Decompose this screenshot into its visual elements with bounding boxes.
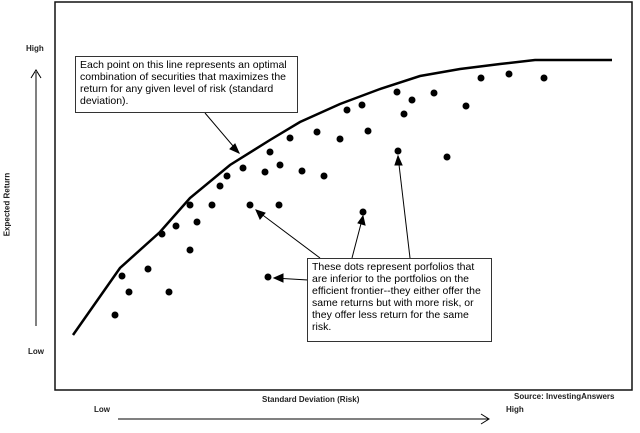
portfolio-dot [443, 153, 451, 161]
inferior-dots-annotation-box: These dots represent porfolios that are … [307, 258, 492, 342]
portfolio-dot [477, 74, 485, 82]
y-axis-title: Expected Return [2, 172, 12, 237]
portfolio-dot [144, 265, 152, 273]
portfolio-dot [125, 288, 133, 296]
dots-pointer-arrowhead-4 [272, 273, 284, 283]
portfolio-dot [400, 110, 408, 118]
portfolio-dot [505, 70, 513, 78]
portfolio-dot [216, 182, 224, 190]
portfolio-dot [408, 96, 416, 104]
inferior-portfolio-dots [111, 70, 548, 319]
plot-frame [54, 1, 633, 391]
x-low-label: Low [94, 405, 110, 414]
portfolio-dot [172, 222, 180, 230]
portfolio-dot [540, 74, 548, 82]
frontier-pointer-arrowhead [229, 143, 240, 154]
x-high-label: High [506, 405, 524, 414]
portfolio-dot [193, 218, 201, 226]
portfolio-dot [208, 201, 216, 209]
portfolio-dot [165, 288, 173, 296]
efficient-frontier-line [71, 58, 612, 336]
dots-pointer-line-1 [255, 209, 321, 259]
portfolio-dot [394, 147, 402, 155]
portfolio-dot [364, 127, 372, 135]
portfolio-dot [266, 148, 274, 156]
y-high-label: High [26, 44, 44, 53]
portfolio-dot [275, 201, 283, 209]
portfolio-dot [186, 246, 194, 254]
portfolio-dot [298, 167, 306, 175]
portfolio-dot [264, 273, 272, 281]
portfolio-dot [358, 101, 366, 109]
portfolio-dot [359, 208, 367, 216]
portfolio-dot [246, 201, 254, 209]
portfolio-dot [462, 102, 470, 110]
source-credit: Source: InvestingAnswers [514, 392, 615, 401]
dots-pointer-arrowhead-2 [357, 214, 366, 226]
portfolio-dot [111, 311, 119, 319]
portfolio-dot [336, 135, 344, 143]
portfolio-dot [320, 172, 328, 180]
x-axis-title: Standard Deviation (Risk) [262, 395, 360, 404]
dots-pointer-line-3 [397, 155, 411, 259]
y-direction-arrow [30, 69, 42, 326]
portfolio-dot [313, 128, 321, 136]
portfolio-dot [223, 172, 231, 180]
portfolio-dot [343, 106, 351, 114]
y-low-label: Low [28, 347, 44, 356]
portfolio-dot [158, 230, 166, 238]
portfolio-dot [286, 134, 294, 142]
portfolio-dot [430, 89, 438, 97]
portfolio-dot [186, 201, 194, 209]
frontier-annotation-box: Each point on this line represents an op… [75, 56, 298, 113]
portfolio-dot [276, 161, 284, 169]
dots-pointer-arrowhead-3 [394, 154, 403, 166]
portfolio-dot [261, 168, 269, 176]
portfolio-dot [118, 272, 126, 280]
portfolio-dot [393, 88, 401, 96]
x-direction-arrow [118, 413, 490, 425]
dots-pointer-arrowhead-1 [255, 209, 266, 220]
annotation-pointers [204, 112, 411, 283]
portfolio-dot [239, 164, 247, 172]
